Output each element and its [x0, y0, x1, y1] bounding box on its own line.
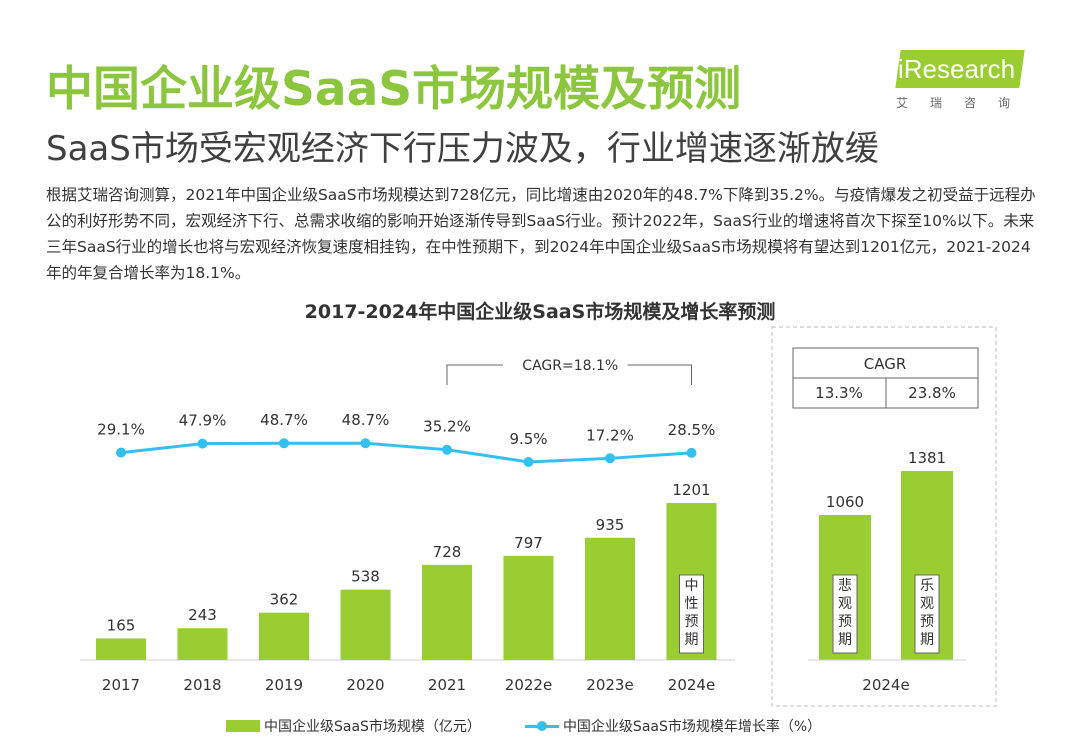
bar-value-label-2022e: 797 — [514, 534, 543, 552]
bar-2023e — [585, 537, 635, 660]
scenario-bar-value-1: 1381 — [908, 449, 946, 467]
cagr-bracket-right — [627, 364, 692, 385]
scenario-x-tick-label: 2024e — [862, 676, 909, 694]
scenario-annotation-char-0-1: 观 — [838, 596, 852, 612]
x-tick-label-2021: 2021 — [428, 676, 466, 694]
x-tick-label-2018: 2018 — [183, 676, 221, 694]
scenario-annotation-box-1 — [914, 574, 940, 654]
bar-annotation-char-3: 期 — [685, 632, 699, 648]
bar-annotation-char-2: 预 — [685, 614, 699, 630]
bar-2018 — [177, 628, 228, 660]
chart-title: 2017-2024年中国企业级SaaS市场规模及增长率预测 — [304, 301, 776, 323]
bar-annotation-char-0: 中 — [685, 578, 699, 594]
legend-line-swatch — [524, 720, 559, 731]
scenario-cagr-header: CAGR — [864, 355, 907, 373]
cagr-label: CAGR=18.1% — [522, 358, 618, 374]
bar-value-label-2020: 538 — [351, 568, 380, 586]
growth-point-2021 — [442, 444, 452, 455]
logo-text: iResearch — [898, 54, 1016, 84]
scenario-annotation-char-0-0: 悲 — [838, 577, 852, 594]
growth-point-2020 — [360, 438, 371, 449]
growth-point-2022e — [523, 457, 534, 467]
page-subtitle: SaaS市场受宏观经济下行压力波及，行业增速逐渐放缓 — [46, 129, 879, 169]
page-title: 中国企业级SaaS市场规模及预测 — [46, 62, 742, 117]
scenario-annotation-box-0 — [832, 574, 858, 654]
legend-item-bar: 中国企业级SaaS市场规模（亿元） — [226, 716, 481, 736]
legend-line-label: 中国企业级SaaS市场规模年增长率（%） — [562, 719, 822, 735]
growth-point-2023e — [605, 453, 615, 464]
scenario-annotation-char-1-1: 观 — [920, 596, 934, 612]
x-tick-label-2019: 2019 — [265, 676, 303, 694]
scenario-panel-border — [771, 326, 997, 707]
scenario-annotation-char-0-3: 期 — [838, 632, 852, 648]
x-tick-label-2020: 2020 — [346, 676, 384, 694]
growth-label-2023e: 17.2% — [586, 426, 634, 444]
growth-label-2021: 35.2% — [423, 418, 471, 436]
scenario-annotation-char-1-0: 乐 — [920, 578, 934, 594]
bar-2022e — [503, 555, 554, 660]
growth-label-2020: 48.7% — [342, 411, 390, 429]
bar-2021 — [422, 564, 472, 660]
scenario-cagr-optimistic: 23.8% — [908, 384, 956, 402]
growth-point-2018 — [197, 438, 208, 449]
bar-2019 — [259, 612, 309, 660]
bar-annotation-box — [679, 574, 704, 654]
scenario-bar-value-0: 1060 — [826, 493, 864, 511]
growth-label-2024e: 28.5% — [668, 421, 716, 439]
legend-bar-label: 中国企业级SaaS市场规模（亿元） — [264, 719, 481, 735]
logo-subtext: 艾瑞咨询 — [896, 96, 1033, 110]
scenario-cagr-pessimistic: 13.3% — [815, 384, 863, 402]
description-text: 根据艾瑞咨询测算，2021年中国企业级SaaS市场规模达到728亿元，同比增速由… — [46, 186, 1036, 282]
bar-2017 — [96, 638, 146, 660]
bar-value-label-2023e: 935 — [596, 516, 625, 534]
bar-value-label-2017: 165 — [107, 616, 136, 634]
growth-point-2019 — [279, 438, 289, 449]
cagr-bracket-left — [446, 364, 503, 385]
growth-label-2022e: 9.5% — [509, 430, 547, 448]
bar-value-label-2019: 362 — [270, 591, 299, 609]
growth-rate-line — [120, 441, 692, 464]
scenario-annotation-char-1-3: 期 — [920, 632, 934, 648]
bar-annotation-char-1: 性 — [685, 596, 699, 612]
growth-label-2019: 48.7% — [260, 411, 308, 429]
growth-point-2024e — [686, 447, 697, 458]
iresearch-logo: iResearch 艾瑞咨询 — [892, 44, 1032, 116]
x-tick-label-2017: 2017 — [102, 676, 140, 694]
legend-bar-swatch — [226, 720, 260, 732]
growth-point-2017 — [116, 447, 126, 458]
growth-label-2018: 47.9% — [179, 412, 227, 430]
x-tick-label-2023e: 2023e — [586, 676, 633, 694]
x-tick-label-2024e: 2024e — [668, 676, 715, 694]
x-tick-label-2022e: 2022e — [505, 676, 552, 694]
chart-legend: 中国企业级SaaS市场规模（亿元） 中国企业级SaaS市场规模年增长率（%） — [226, 716, 821, 736]
legend-item-line: 中国企业级SaaS市场规模年增长率（%） — [524, 716, 822, 736]
scenario-annotation-char-0-2: 预 — [838, 614, 852, 630]
bar-value-label-2024e: 1201 — [672, 481, 710, 499]
bar-value-label-2018: 243 — [188, 606, 217, 624]
bar-value-label-2021: 728 — [433, 543, 462, 561]
bar-2020 — [340, 589, 391, 660]
scenario-annotation-char-1-2: 预 — [920, 614, 934, 630]
growth-label-2017: 29.1% — [97, 421, 145, 439]
